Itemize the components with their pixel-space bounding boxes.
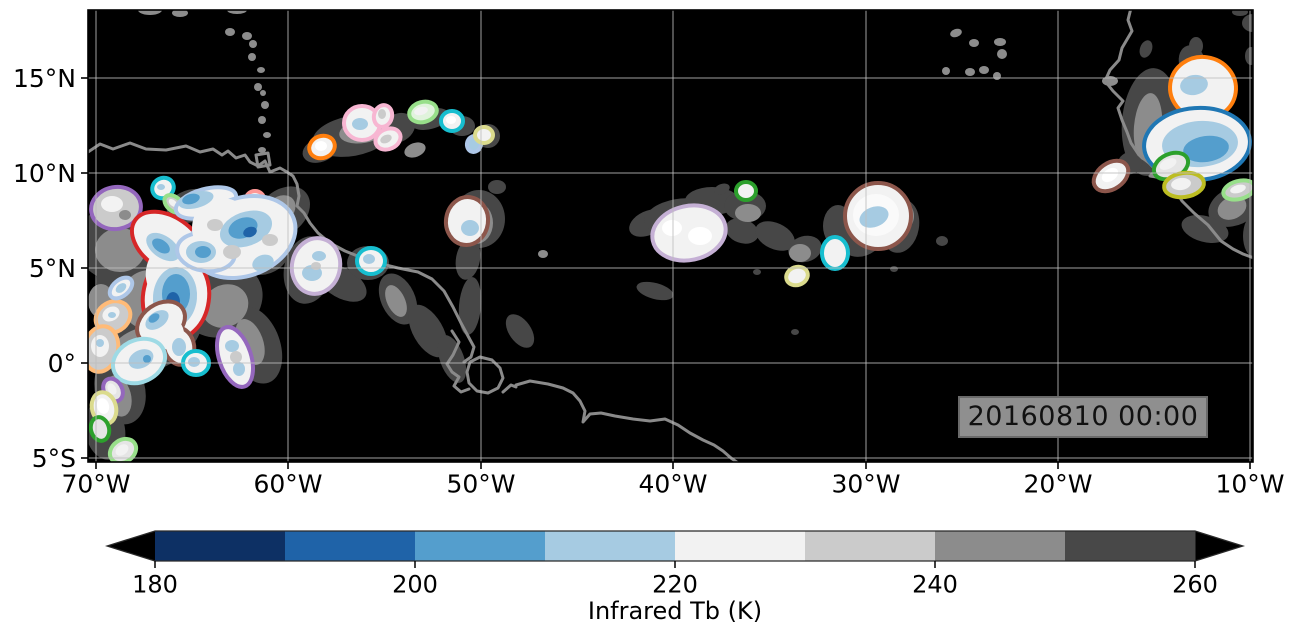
cluster-contour (820, 235, 850, 271)
cluster-contour (407, 99, 439, 125)
colorbar-segment (1065, 531, 1196, 561)
colorbar-tick-label: 260 (1172, 571, 1218, 599)
y-tick-label: 5°N (29, 254, 76, 283)
colorbar-segment (805, 531, 936, 561)
cluster-contour (110, 336, 168, 386)
colorbar-over-arrow (1195, 531, 1243, 561)
x-tick-label: 50°W (446, 469, 515, 498)
x-tick-label: 70°W (61, 469, 130, 498)
x-tick-label: 60°W (253, 469, 322, 498)
map-frame (87, 9, 1254, 463)
colorbar-segment (415, 531, 546, 561)
cluster-contour (107, 275, 135, 301)
cluster-contour (289, 236, 343, 296)
cluster-contour (89, 184, 143, 232)
colorbar-segment (155, 531, 286, 561)
cluster-contour (307, 133, 337, 161)
x-tick-label: 40°W (638, 469, 707, 498)
y-tick-label: 10°N (13, 159, 76, 188)
colorbar-tick-label: 220 (652, 571, 698, 599)
gridlines (88, 10, 1253, 462)
cluster-contour (734, 180, 758, 202)
cluster-contour (173, 185, 298, 281)
colorbar-tick-label: 180 (132, 571, 178, 599)
y-tick-label: 5°S (32, 444, 76, 473)
cluster-contour (342, 103, 403, 152)
cluster-contour (355, 246, 387, 276)
cluster-contour (88, 415, 112, 443)
axis-ticks-labels: 70°W 60°W 50°W 40°W 30°W 20°W 10°W 15°N 10°N 5°N 0… (13, 64, 1285, 498)
cluster-contour (1091, 158, 1131, 194)
y-tick-label: 15°N (13, 64, 76, 93)
colorbar-segment (285, 531, 416, 561)
colorbar: 180 200 220 240 260 (104, 530, 1246, 599)
colorbar-title: Infrared Tb (K) (587, 597, 763, 625)
cluster-contour (107, 436, 139, 462)
colorbar-under-arrow (107, 531, 155, 561)
x-tick-label: 20°W (1023, 469, 1092, 498)
cluster-contour (443, 195, 491, 247)
map-content (88, 10, 1253, 462)
cluster-contour (650, 203, 728, 263)
colorbar-tick-label: 240 (912, 571, 958, 599)
cluster-contour (1221, 178, 1253, 202)
x-tick-label: 30°W (831, 469, 900, 498)
x-tick-label: 10°W (1215, 469, 1284, 498)
cluster-contour (473, 125, 495, 145)
colorbar-tick-label: 200 (392, 571, 438, 599)
colorbar-segment (675, 531, 806, 561)
cluster-contour (843, 181, 913, 251)
cluster-contour (439, 109, 465, 133)
y-tick-label: 0° (48, 349, 76, 378)
timestamp-badge: 20160810 00:00 (958, 396, 1208, 438)
coastlines (88, 10, 1253, 462)
colorbar-segment (935, 531, 1066, 561)
cluster-contour (215, 325, 255, 389)
colorbar-segment (545, 531, 676, 561)
